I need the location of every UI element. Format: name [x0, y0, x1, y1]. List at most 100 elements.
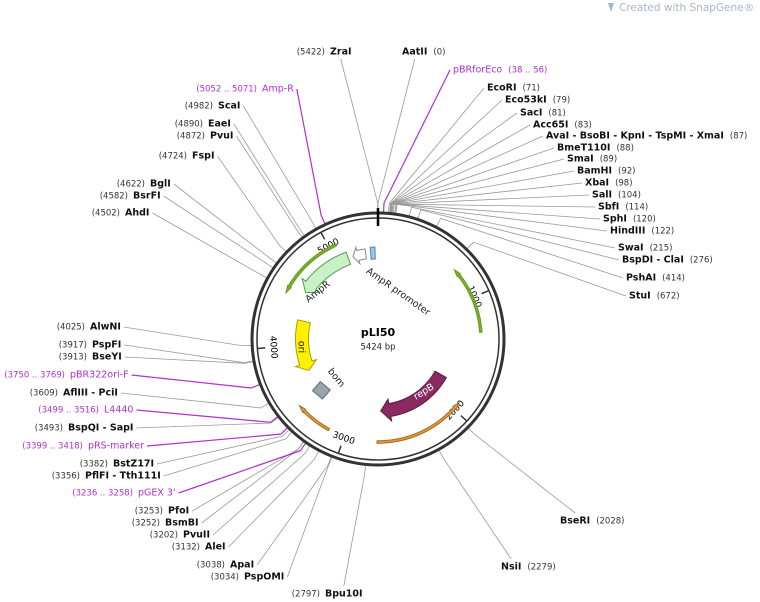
feature-label: bom: [325, 366, 347, 389]
position: (89): [600, 155, 617, 165]
site-label: StuI (672): [629, 291, 680, 302]
site-name: PflFI - Tth111I: [85, 471, 161, 482]
site-label: SbfI (114): [598, 202, 648, 213]
leader-line: [343, 465, 366, 587]
position: (2279): [527, 563, 555, 573]
backbone-inner: [256, 217, 500, 461]
feature-label: ori: [296, 341, 307, 353]
leader-line: [136, 409, 278, 423]
position: (3038): [197, 561, 225, 571]
site-label: PvuII (3202): [150, 530, 210, 541]
site-name: ScaI: [218, 101, 240, 112]
site-name: SbfI: [598, 202, 619, 213]
site-name: AflIII - PciI: [63, 388, 118, 399]
leader-line: [340, 58, 379, 213]
position: (79): [553, 96, 570, 106]
site-name: PvuII: [183, 530, 210, 541]
leader-line: [388, 87, 485, 213]
site-label: FspI (4724): [159, 151, 215, 162]
site-name: BstZ17I: [113, 459, 154, 470]
site-label: AleI (3132): [172, 542, 226, 553]
site-label: Bpu10I (2797): [292, 589, 363, 600]
leader-line: [178, 442, 307, 494]
position: (3913): [59, 353, 87, 363]
site-name: XbaI: [585, 178, 609, 189]
site-label: Eco53kI (79): [505, 95, 570, 106]
site-label: BsrFI (4582): [100, 191, 161, 202]
position: (3493): [35, 424, 63, 434]
position: (4622): [117, 180, 145, 190]
leader-line: [390, 158, 565, 213]
site-label: NsiI (2279): [501, 562, 556, 573]
site-label: Acc65I (83): [533, 120, 592, 131]
site-name: BmeT110I: [557, 143, 610, 154]
site-label: PshAI (414): [626, 273, 685, 284]
ruler-tick: [320, 231, 326, 240]
leader-line: [152, 212, 267, 279]
feature-bom: [311, 380, 331, 400]
position: (3236 .. 3258): [72, 489, 133, 499]
leader-line: [146, 427, 288, 447]
leader-line: [468, 427, 576, 514]
leader-line: [466, 241, 627, 297]
site-label: PflFI - Tth111I (3356): [52, 471, 161, 482]
leader-line: [191, 441, 304, 512]
site-name: BamHI: [577, 166, 612, 177]
ruler-tick: [460, 415, 468, 422]
site-label: SalI (104): [592, 190, 641, 201]
site-label: AlwNI (4025): [57, 322, 121, 333]
leader-line: [228, 451, 319, 548]
primer-name: pGEX 3': [138, 488, 176, 499]
position: (38 .. 56): [508, 66, 547, 76]
site-label: BamHI (92): [577, 166, 636, 177]
leader-line: [438, 450, 512, 560]
site-name: BseYI: [92, 352, 122, 363]
watermark-text: Created with SnapGene®: [619, 2, 754, 14]
site-name: HindIII: [610, 226, 645, 237]
site-name: Acc65I: [533, 120, 568, 131]
position: (4025): [57, 323, 85, 333]
site-label: PfoI (3253): [135, 506, 189, 517]
primer-label: L4440 (3499 .. 3516): [38, 405, 133, 416]
site-name: SalI: [592, 190, 612, 201]
position: (2028): [596, 517, 624, 527]
watermark: Created with SnapGene®: [608, 2, 754, 14]
site-label: PspFI (3917): [59, 340, 122, 351]
leader-line: [123, 326, 252, 347]
site-name: BspQI - SapI: [68, 423, 133, 434]
primer-label: pRS-marker (3399 .. 3418): [22, 441, 144, 452]
primer-label: Amp-R (5052 .. 5071): [196, 84, 294, 95]
ruler-label: 3000: [331, 430, 356, 447]
ruler-label: 4000: [267, 335, 279, 359]
leader-line: [296, 88, 326, 224]
site-name: StuI: [629, 291, 651, 302]
site-name: FspI: [192, 151, 214, 162]
site-name: ZraI: [330, 47, 352, 58]
site-label: EaeI (4890): [175, 119, 231, 130]
position: (4982): [185, 102, 213, 112]
site-name: PvuI: [210, 131, 233, 142]
primer-name: pBRforEco: [453, 65, 502, 76]
position: (87): [730, 132, 747, 142]
feature-label: AmpR promoter: [364, 266, 432, 318]
position: (3917): [59, 341, 87, 351]
leader-line: [163, 431, 293, 477]
leader-line: [389, 99, 503, 213]
feature-amp-r-promoter: [352, 245, 367, 266]
position: (4582): [100, 192, 128, 202]
position: (114): [625, 203, 648, 213]
leader-line: [136, 417, 279, 429]
leader-line: [233, 123, 305, 236]
position: (3253): [135, 507, 163, 517]
site-label: BseRI (2028): [560, 516, 624, 527]
position: (3034): [211, 573, 239, 583]
leader-line: [124, 344, 254, 364]
site-name: BglI: [150, 179, 171, 190]
position: (4890): [175, 120, 203, 130]
site-label: BsmBI (3252): [132, 518, 199, 529]
site-name: EaeI: [208, 119, 231, 130]
site-label: EcoRI (71): [487, 83, 540, 94]
leader-line: [256, 456, 332, 566]
ruler-tick: [337, 445, 342, 454]
site-name: BspDI - ClaI: [622, 255, 684, 266]
